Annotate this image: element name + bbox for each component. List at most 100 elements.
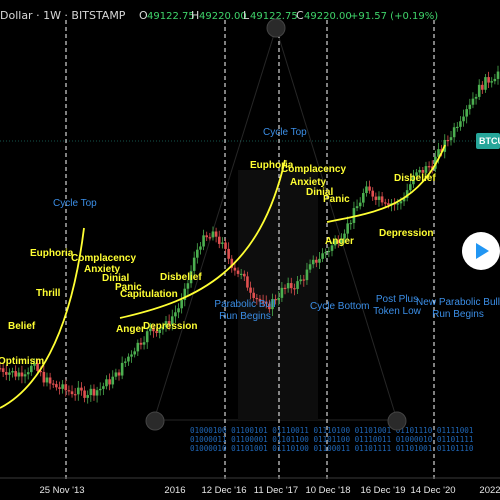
play-icon[interactable]: [476, 243, 489, 259]
emotion-label-c1-11: Disbelief: [160, 272, 202, 283]
candle: [142, 342, 146, 345]
parabolic-curve-2: [119, 159, 286, 319]
x-tick-0: 25 Nov '13: [39, 485, 84, 496]
candle: [387, 203, 390, 205]
cycle-top-2-label: Cycle Top: [263, 127, 307, 138]
candle: [152, 328, 155, 332]
candle: [289, 283, 293, 289]
header-change: +91.57 (+0.19%): [350, 11, 438, 22]
emotion-label-c1-4: Complacency: [71, 253, 136, 264]
binary-text: 01000100 01100101 01110011 01110100 0110…: [190, 426, 474, 453]
candle: [73, 394, 77, 396]
candle: [243, 273, 246, 277]
header-o-value: 49122.75: [147, 11, 195, 22]
emotion-label-c1-1: Belief: [8, 321, 36, 332]
candle: [208, 237, 212, 239]
candle: [183, 288, 187, 300]
candle: [327, 250, 331, 253]
candle: [346, 223, 349, 234]
candle: [321, 253, 324, 259]
candle: [123, 361, 127, 363]
drag-handle-left[interactable]: [145, 411, 165, 431]
candle: [487, 77, 490, 83]
candle: [362, 193, 365, 203]
play-button[interactable]: [462, 232, 500, 270]
candle: [449, 137, 453, 141]
candle: [77, 387, 80, 395]
x-tick-3: 11 Dec '17: [254, 485, 298, 496]
candle: [258, 298, 262, 302]
parabolic-curve-1: [0, 227, 85, 409]
candle: [308, 264, 312, 270]
drag-handle-top[interactable]: [266, 18, 286, 38]
candle: [86, 395, 89, 398]
candle: [80, 387, 83, 391]
candle: [202, 235, 205, 247]
emotion-label-c2-1: Complacency: [281, 164, 346, 175]
price-tag-label: BTCU: [479, 136, 500, 146]
candle: [23, 374, 27, 377]
header-o-label: O: [139, 9, 148, 22]
candle: [167, 321, 171, 325]
candle: [355, 206, 359, 209]
candle: [170, 316, 174, 325]
candle: [427, 166, 431, 168]
cycle-bottom-label: Cycle Bottom: [310, 301, 369, 312]
candle: [227, 248, 230, 259]
candle: [446, 139, 450, 142]
candle: [199, 246, 202, 250]
candle: [493, 78, 497, 82]
candle: [174, 312, 177, 317]
x-tick-1: 2016: [164, 485, 185, 496]
header-c-value: 49220.00: [304, 11, 352, 22]
emotion-label-c1-5: Anxiety: [84, 264, 121, 275]
candle: [17, 372, 21, 377]
candle: [120, 362, 124, 376]
candle: [8, 372, 11, 375]
emotion-label-c1-7: Panic: [115, 282, 142, 293]
x-axis-ticks: 25 Nov '13 2016 12 Dec '16 11 Dec '17 10 Dec…: [39, 485, 500, 496]
drag-handle-right[interactable]: [387, 411, 407, 431]
candle: [51, 383, 55, 385]
candle: [299, 279, 302, 282]
candle: [277, 297, 281, 301]
candle: [55, 384, 58, 388]
cycle-top-1-label: Cycle Top: [53, 198, 97, 209]
candle: [186, 283, 190, 289]
candle: [471, 98, 475, 105]
candles: [0, 65, 500, 404]
candle: [437, 149, 440, 157]
emotion-label-c1-9: Anger: [116, 324, 145, 335]
candle: [105, 379, 108, 387]
candle: [302, 279, 306, 281]
candle: [48, 377, 52, 384]
candle: [252, 292, 255, 298]
candle: [61, 384, 64, 389]
candle: [418, 169, 421, 173]
cycle-labels: Cycle Top Cycle Top Cycle Bottom Parabolic …: [53, 127, 500, 322]
candle: [490, 81, 494, 83]
candle: [377, 196, 381, 200]
candle: [286, 283, 290, 289]
price-tag: [476, 133, 500, 149]
candle: [484, 77, 487, 90]
parabolic-2-label: New Parabolic Bull Run Begins: [416, 297, 500, 320]
candle: [236, 270, 240, 274]
candle: [293, 288, 296, 290]
candle: [211, 231, 215, 238]
candle: [98, 388, 102, 391]
candle: [127, 356, 130, 362]
candle: [149, 328, 152, 332]
candle: [33, 363, 36, 366]
candle: [358, 202, 362, 207]
candle: [255, 297, 259, 300]
emotion-label-c2-0: Euphoria: [250, 160, 294, 171]
candle: [474, 96, 478, 99]
candle: [283, 287, 287, 290]
candle: [205, 235, 209, 238]
candle: [11, 371, 14, 373]
candle: [249, 287, 252, 293]
candle: [130, 354, 133, 357]
candle: [371, 190, 375, 197]
